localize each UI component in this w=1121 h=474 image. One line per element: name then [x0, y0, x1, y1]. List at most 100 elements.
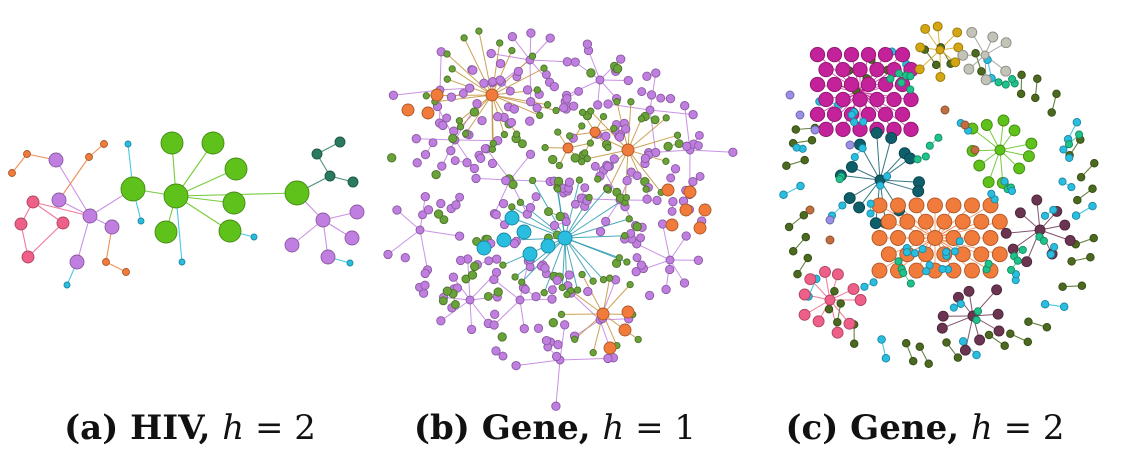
graph-edge: [27, 222, 64, 258]
graph-node: [826, 106, 843, 123]
graph-node: [826, 46, 843, 63]
graph-node: [311, 148, 323, 160]
graph-node: [663, 141, 673, 152]
graph-node: [603, 99, 613, 109]
graph-node: [974, 334, 986, 346]
graph-node: [383, 249, 393, 260]
graph-node: [818, 91, 834, 108]
graph-edge: [581, 274, 604, 315]
graph-node: [782, 161, 791, 170]
graph-node: [575, 176, 584, 184]
graph-node: [1000, 65, 1012, 77]
graph-edge: [491, 67, 545, 96]
graph-node: [1047, 108, 1056, 117]
graph-node: [971, 49, 980, 58]
graph-node: [977, 67, 986, 76]
graph-node: [642, 194, 652, 204]
graph-node: [601, 216, 611, 227]
graph-edge: [521, 237, 566, 283]
graph-node: [561, 217, 571, 227]
graph-node: [603, 353, 613, 364]
graph-edge: [465, 94, 493, 134]
graph-node: [589, 126, 601, 138]
graph-node: [1014, 207, 1026, 219]
graph-node: [505, 86, 515, 96]
graph-node: [516, 198, 525, 207]
graph-edge: [387, 229, 421, 255]
graph-edge: [491, 50, 513, 96]
graph-node: [555, 161, 564, 170]
graph-node: [693, 221, 707, 235]
graph-node: [1073, 195, 1082, 205]
graph-node: [728, 147, 738, 157]
graph-node: [1024, 317, 1033, 326]
caption-c-eq: =: [992, 408, 1043, 448]
graph-node: [511, 273, 519, 281]
graph-node: [324, 170, 336, 182]
graph-node: [1013, 256, 1022, 265]
caption-b-var: h: [602, 408, 625, 448]
graph-node: [1065, 153, 1074, 162]
graph-node: [558, 283, 566, 292]
graph-node: [908, 262, 925, 279]
graph-edge: [627, 149, 662, 193]
graph-node: [661, 284, 671, 295]
graph-node: [578, 122, 586, 130]
graph-node: [937, 310, 949, 322]
graph-node: [517, 139, 527, 149]
graph-node: [845, 160, 858, 173]
graph-node: [835, 91, 851, 108]
graph-node: [570, 57, 580, 67]
graph-node: [667, 206, 677, 216]
graph-edge: [512, 36, 531, 61]
graph-node: [793, 269, 802, 279]
graph-node: [1089, 233, 1098, 243]
graph-node: [850, 153, 859, 162]
graph-node: [533, 86, 541, 94]
graph-node: [1058, 282, 1067, 291]
graph-node: [401, 103, 415, 117]
graph-node: [1013, 162, 1026, 175]
graph-node: [936, 322, 948, 334]
graph-node: [443, 75, 451, 83]
graph-node: [568, 101, 579, 111]
node-layer: [779, 21, 1099, 369]
graph-node: [650, 115, 660, 125]
graph-edge: [454, 139, 498, 142]
graph-node: [843, 317, 856, 330]
graph-node: [935, 72, 946, 82]
graph-node: [488, 145, 497, 153]
graph-node: [1008, 124, 1021, 137]
graph-node: [570, 199, 580, 209]
graph-node: [903, 91, 919, 108]
graph-node: [852, 91, 868, 108]
graph-node: [866, 209, 875, 218]
graph-node: [1000, 37, 1012, 49]
graph-node: [954, 213, 971, 230]
graph-node: [525, 116, 535, 126]
graph-node: [574, 86, 584, 96]
graph-node: [1039, 236, 1048, 245]
graph-node: [500, 130, 509, 139]
graph-node: [826, 76, 843, 93]
graph-node: [469, 163, 480, 174]
graph-node: [1000, 341, 1009, 351]
graph-node: [1016, 89, 1026, 99]
graph-node: [807, 136, 817, 145]
graph-node: [642, 185, 650, 193]
graph-edge: [529, 59, 532, 102]
graph-node: [694, 130, 704, 140]
graph-node: [956, 299, 965, 308]
graph-node: [412, 158, 422, 168]
graph-node: [963, 285, 975, 297]
graph-node: [462, 130, 470, 138]
graph-node: [476, 240, 492, 256]
graph-node: [792, 143, 801, 152]
graph-node: [528, 52, 537, 60]
graph-node: [632, 253, 642, 263]
graph-node: [908, 356, 918, 366]
caption-a-eq: =: [244, 408, 295, 448]
graph-node: [800, 155, 809, 165]
graph-node: [461, 274, 471, 284]
graph-node: [886, 91, 902, 108]
